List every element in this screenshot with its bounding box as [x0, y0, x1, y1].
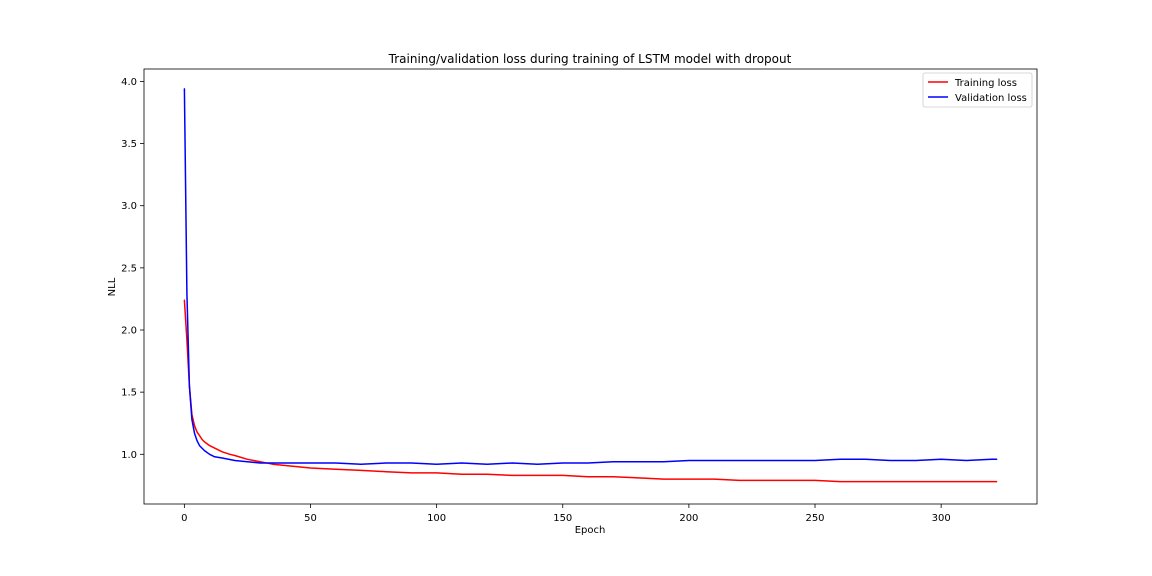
series-layer: [183, 88, 998, 483]
legend-label-validation: Validation loss: [955, 93, 1027, 104]
y-tick-label: 3.0: [121, 201, 137, 212]
y-tick-label: 3.5: [121, 139, 137, 150]
series-line-training: [183, 299, 998, 483]
legend-label-training: Training loss: [954, 78, 1017, 89]
x-axis: 0 50 100 150 200 250 300: [181, 504, 951, 524]
legend-box: [922, 72, 1033, 108]
x-tick-label: 100: [427, 513, 446, 524]
plot-frame: [143, 68, 1038, 505]
x-tick-label: 50: [304, 513, 317, 524]
x-axis-label: Epoch: [575, 525, 606, 536]
legend: Training loss Validation loss: [922, 72, 1033, 108]
y-tick-label: 1.0: [121, 450, 137, 461]
x-tick-label: 250: [805, 513, 824, 524]
y-tick-label: 2.5: [121, 263, 137, 274]
x-tick-label: 300: [932, 513, 951, 524]
y-tick-label: 1.5: [121, 388, 137, 399]
x-tick-label: 200: [679, 513, 698, 524]
x-tick-label: 150: [553, 513, 572, 524]
series-line-validation: [183, 88, 998, 465]
x-tick-label: 0: [181, 513, 187, 524]
y-axis: 1.0 1.5 2.0 2.5 3.0 3.5 4.0: [121, 77, 144, 461]
y-tick-label: 2.0: [121, 326, 137, 337]
y-axis-label: NLL: [107, 277, 118, 296]
y-tick-label: 4.0: [121, 77, 137, 88]
chart-title: Training/validation loss during training…: [388, 52, 792, 66]
